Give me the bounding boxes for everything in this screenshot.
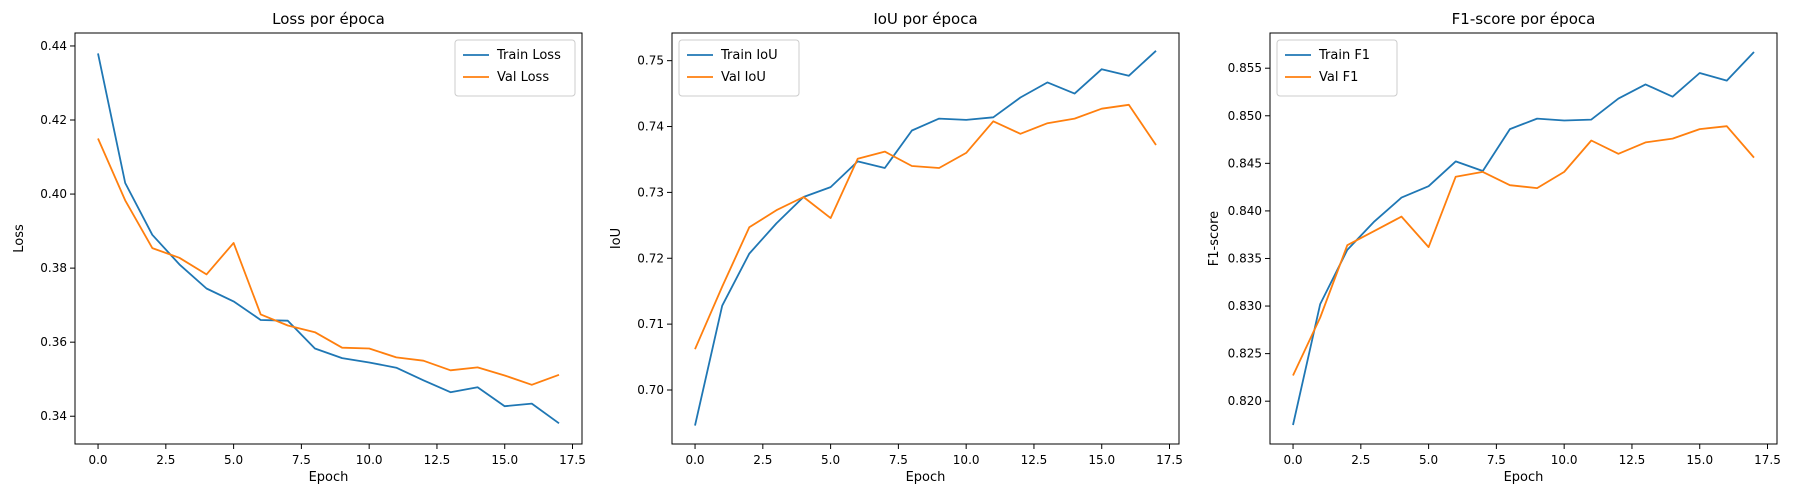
y-tick-label: 0.42: [40, 113, 67, 127]
chart-title: Loss por época: [272, 10, 385, 28]
x-tick-label: 17.5: [1754, 453, 1781, 467]
y-tick-label: 0.72: [637, 251, 664, 265]
chart-panel-2: IoU por época 0.0 2.5 5.0 7.5 10.0 12.5 15.0 17.…: [609, 10, 1183, 485]
x-tick-label: 12.5: [1021, 453, 1048, 467]
y-axis-label: IoU: [609, 228, 624, 249]
y-tick-label: 0.840: [1228, 204, 1262, 218]
chart-title: F1-score por época: [1452, 10, 1596, 28]
x-tick-label: 10.0: [953, 453, 980, 467]
y-tick-label: 0.38: [40, 261, 67, 275]
y-tick-label: 0.34: [40, 409, 67, 423]
x-axis-label: Epoch: [1504, 470, 1544, 485]
legend-box: [678, 39, 800, 97]
chart-panel-1: Loss por época 0.0 2.5 5.0 7.5 10.0 12.5 15.0 17…: [12, 10, 586, 485]
legend-entry: Train F1: [1318, 48, 1370, 63]
chart-title: IoU por época: [873, 10, 977, 28]
x-tick-label: 10.0: [356, 453, 383, 467]
x-tick-label: 7.5: [889, 453, 908, 467]
legend: Train F1 Val F1: [1276, 39, 1398, 97]
x-tick-label: 0.0: [1283, 453, 1302, 467]
legend-entry: Val F1: [1319, 70, 1358, 85]
x-tick-label: 5.0: [821, 453, 840, 467]
x-tick-label: 17.5: [559, 453, 586, 467]
y-axis-label: F1-score: [1207, 211, 1222, 266]
legend-entry: Train Loss: [496, 48, 561, 63]
x-tick-label: 12.5: [424, 453, 451, 467]
x-axis-label: Epoch: [906, 470, 946, 485]
y-tick-label: 0.71: [637, 317, 664, 331]
legend: Train IoU Val IoU: [678, 39, 800, 97]
legend-entry: Val IoU: [721, 70, 766, 85]
x-tick-label: 17.5: [1156, 453, 1183, 467]
y-tick-label: 0.40: [40, 187, 67, 201]
x-tick-label: 0.0: [685, 453, 704, 467]
y-axis-label: Loss: [12, 224, 27, 253]
x-tick-label: 5.0: [1419, 453, 1438, 467]
plot-frame: [671, 32, 1180, 445]
x-tick-label: 15.0: [1686, 453, 1713, 467]
x-tick-label: 15.0: [1088, 453, 1115, 467]
y-tick-label: 0.820: [1228, 394, 1262, 408]
series-line-train-iou: [694, 50, 1157, 426]
x-tick-label: 2.5: [753, 453, 772, 467]
y-tick-label: 0.70: [637, 383, 664, 397]
plot-frame: [74, 32, 583, 445]
y-tick-label: 0.75: [637, 54, 664, 68]
y-tick-label: 0.73: [637, 185, 664, 199]
x-tick-label: 0.0: [88, 453, 107, 467]
plot-frame: [1269, 32, 1778, 445]
legend-box: [454, 39, 576, 97]
series-line-train-loss: [97, 53, 560, 425]
x-tick-label: 15.0: [491, 453, 518, 467]
x-tick-label: 12.5: [1619, 453, 1646, 467]
chart-panel-3: F1-score por época 0.0 2.5 5.0 7.5 10.0 12.5 15…: [1207, 10, 1781, 485]
legend-box: [1276, 39, 1398, 97]
legend-entry: Train IoU: [720, 48, 778, 63]
y-tick-label: 0.74: [637, 120, 664, 134]
series-line-val-iou: [694, 103, 1157, 350]
x-tick-label: 10.0: [1551, 453, 1578, 467]
y-tick-label: 0.850: [1228, 109, 1262, 123]
series-line-val-f1: [1292, 125, 1755, 376]
y-tick-label: 0.44: [40, 39, 67, 53]
x-tick-label: 7.5: [292, 453, 311, 467]
series-line-train-f1: [1292, 51, 1755, 426]
y-tick-label: 0.855: [1228, 61, 1262, 75]
x-axis-label: Epoch: [309, 470, 349, 485]
legend: Train Loss Val Loss: [454, 39, 576, 97]
series-line-val-loss: [97, 138, 560, 386]
x-tick-label: 2.5: [156, 453, 175, 467]
y-tick-label: 0.36: [40, 335, 67, 349]
y-tick-label: 0.825: [1228, 347, 1262, 361]
x-tick-label: 2.5: [1351, 453, 1370, 467]
legend-entry: Val Loss: [497, 70, 549, 85]
x-tick-label: 5.0: [224, 453, 243, 467]
y-tick-label: 0.830: [1228, 299, 1262, 313]
x-tick-label: 7.5: [1487, 453, 1506, 467]
y-tick-label: 0.845: [1228, 156, 1262, 170]
y-tick-label: 0.835: [1228, 251, 1262, 265]
